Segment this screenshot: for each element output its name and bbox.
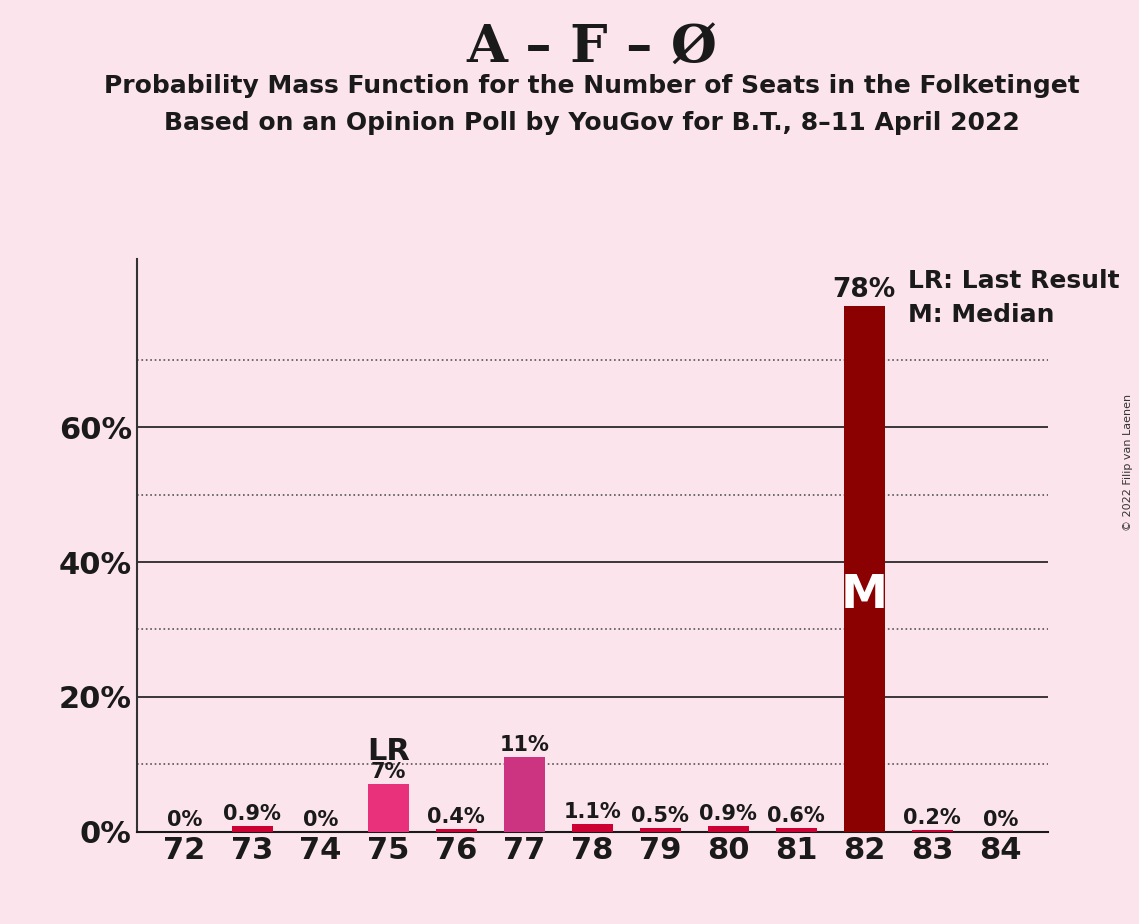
Bar [707,825,748,832]
Bar [503,758,544,832]
Text: 78%: 78% [833,276,896,302]
Text: 7%: 7% [370,762,405,783]
Text: 0.9%: 0.9% [223,804,281,823]
Text: LR: Last Result: LR: Last Result [909,269,1120,293]
Text: 1.1%: 1.1% [564,802,621,822]
Bar [912,831,952,832]
Text: 0%: 0% [303,809,338,830]
Text: Based on an Opinion Poll by YouGov for B.T., 8–11 April 2022: Based on an Opinion Poll by YouGov for B… [164,111,1021,135]
Text: Probability Mass Function for the Number of Seats in the Folketinget: Probability Mass Function for the Number… [105,74,1080,98]
Text: 0.6%: 0.6% [768,806,825,825]
Text: 0%: 0% [983,809,1018,830]
Text: M: Median: M: Median [909,302,1055,326]
Text: 0%: 0% [166,809,202,830]
Text: 11%: 11% [499,736,549,756]
Bar [436,829,477,832]
Bar [368,784,409,832]
Text: 0.9%: 0.9% [699,804,757,823]
Bar [776,828,817,832]
Bar [640,828,681,832]
Text: LR: LR [367,736,410,766]
Text: 0.2%: 0.2% [903,808,961,828]
Text: 0.4%: 0.4% [427,807,485,827]
Bar [232,825,272,832]
Text: © 2022 Filip van Laenen: © 2022 Filip van Laenen [1123,394,1133,530]
Text: A – F – Ø: A – F – Ø [467,23,718,74]
Text: M: M [841,573,887,617]
Bar [844,306,885,832]
Bar [572,824,613,832]
Text: 0.5%: 0.5% [631,807,689,826]
